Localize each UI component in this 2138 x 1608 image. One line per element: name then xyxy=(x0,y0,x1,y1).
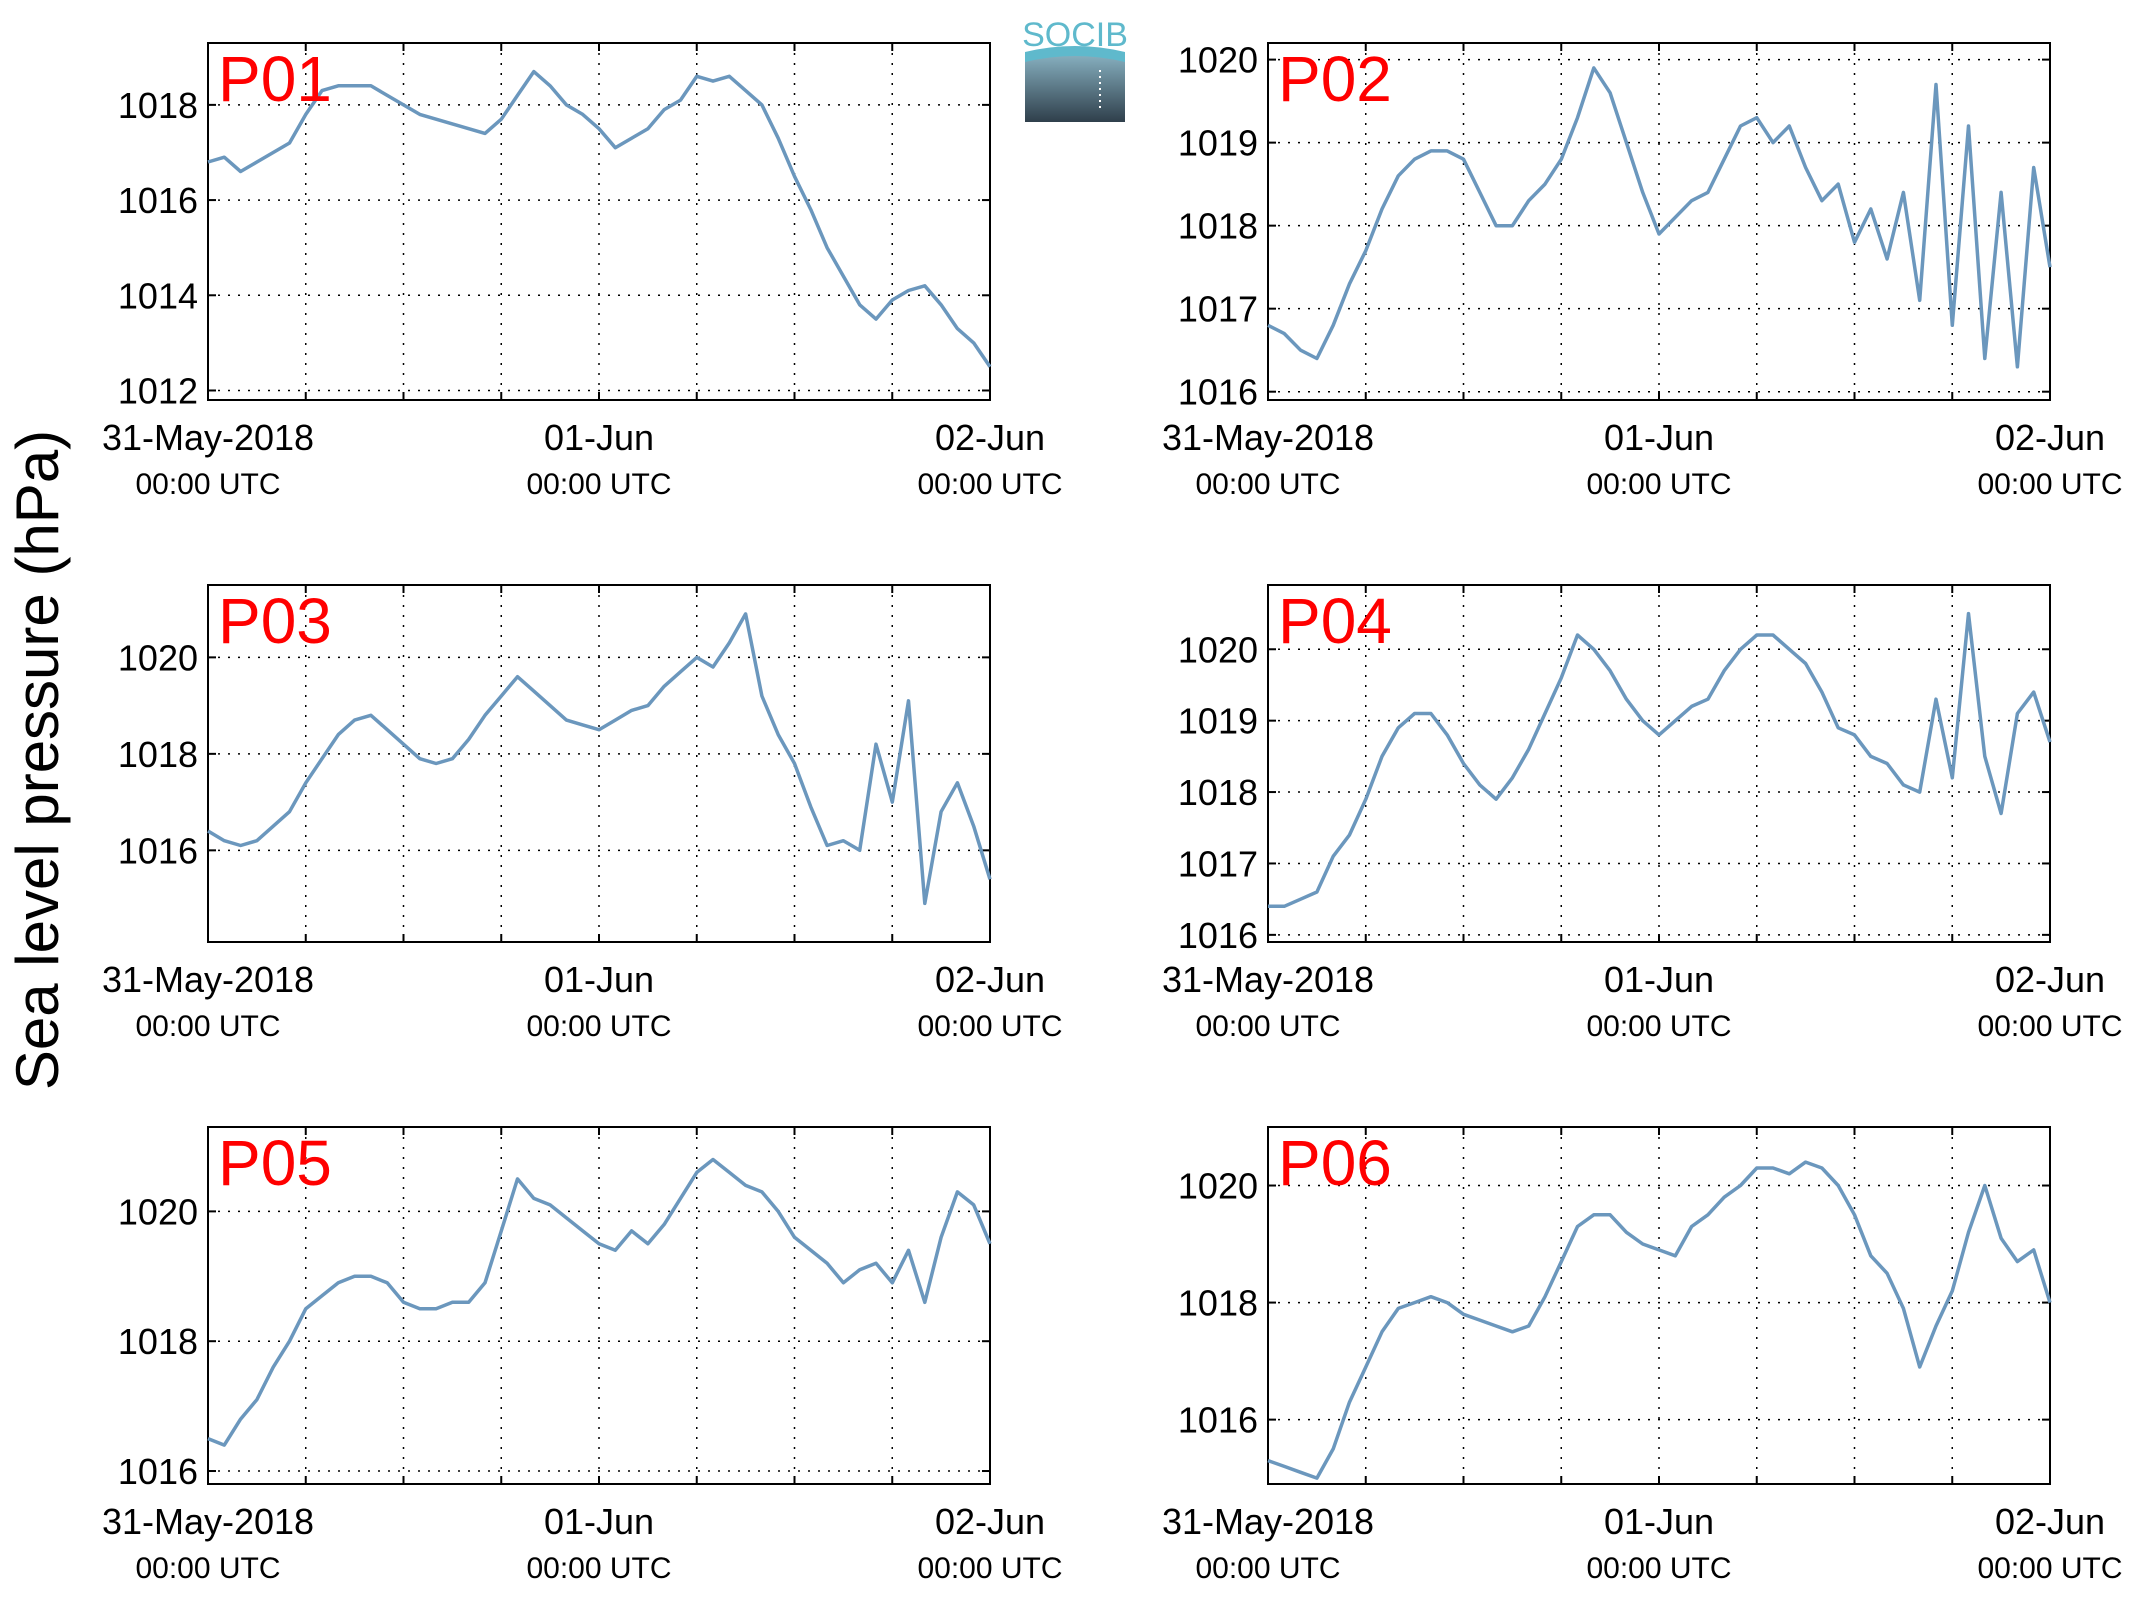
x-tick-sublabel: 00:00 UTC xyxy=(1195,1552,1340,1585)
x-tick-sublabel: 00:00 UTC xyxy=(526,1552,671,1585)
pressure-series-line xyxy=(207,69,992,368)
x-tick-sublabel: 00:00 UTC xyxy=(135,468,280,501)
x-tick-label: 31-May-2018 xyxy=(1162,417,1374,458)
y-tick-label: 1016 xyxy=(118,1451,198,1492)
panel-title: P04 xyxy=(1278,585,1392,657)
y-tick-label: 1018 xyxy=(1178,772,1258,813)
logo-text: SOCIB xyxy=(1022,16,1128,54)
x-tick-sublabel: 00:00 UTC xyxy=(135,1552,280,1585)
panel-p04: 1016 1017 1018 1019 1020 31-May-2018 00:00 UTC… xyxy=(1162,584,2123,1043)
y-tick-label: 1020 xyxy=(118,637,198,678)
panel-title: P05 xyxy=(218,1127,332,1199)
x-tick-sublabel: 00:00 UTC xyxy=(1977,1010,2122,1043)
y-tick-label: 1018 xyxy=(118,734,198,775)
y-tick-label: 1018 xyxy=(1178,1283,1258,1324)
x-tick-label: 01-Jun xyxy=(544,959,654,1000)
y-axis-label: Sea level pressure (hPa) xyxy=(4,430,71,1090)
panel-title: P03 xyxy=(218,585,332,657)
panel-p02: 1016 1017 1018 1019 1020 31-May-2018 00:00 UTC… xyxy=(1162,40,2123,501)
x-tick-label: 02-Jun xyxy=(1995,1501,2105,1542)
y-tick-label: 1020 xyxy=(1178,40,1258,81)
pressure-series-line xyxy=(1268,611,2052,909)
x-tick-label: 02-Jun xyxy=(935,1501,1045,1542)
x-tick-label: 01-Jun xyxy=(1604,417,1714,458)
x-tick-sublabel: 00:00 UTC xyxy=(526,468,671,501)
pressure-series-line xyxy=(1267,66,2052,369)
pressure-series-line xyxy=(207,612,992,906)
x-tick-label: 02-Jun xyxy=(1995,959,2105,1000)
x-tick-label: 31-May-2018 xyxy=(1162,1501,1374,1542)
pressure-series-line xyxy=(207,1157,992,1447)
y-tick-label: 1020 xyxy=(1178,629,1258,670)
x-tick-label: 31-May-2018 xyxy=(1162,959,1374,1000)
panel-title: P01 xyxy=(218,43,332,115)
x-tick-label: 01-Jun xyxy=(1604,1501,1714,1542)
socib-logo: SOCIB xyxy=(1022,16,1128,122)
x-tick-label: 02-Jun xyxy=(1995,417,2105,458)
x-tick-sublabel: 00:00 UTC xyxy=(1586,1552,1731,1585)
x-tick-sublabel: 00:00 UTC xyxy=(1586,1010,1731,1043)
panel-p01: 1012 1014 1016 1018 31-May-2018 00:00 UTC 01-J… xyxy=(102,42,1063,501)
panel-title: P02 xyxy=(1278,43,1392,115)
x-tick-sublabel: 00:00 UTC xyxy=(1977,468,2122,501)
y-tick-label: 1016 xyxy=(118,830,198,871)
y-tick-label: 1019 xyxy=(1178,701,1258,742)
x-tick-sublabel: 00:00 UTC xyxy=(1977,1552,2122,1585)
x-tick-sublabel: 00:00 UTC xyxy=(1586,468,1731,501)
x-tick-label: 01-Jun xyxy=(1604,959,1714,1000)
x-tick-sublabel: 00:00 UTC xyxy=(135,1010,280,1043)
x-tick-sublabel: 00:00 UTC xyxy=(917,468,1062,501)
x-tick-label: 01-Jun xyxy=(544,1501,654,1542)
x-tick-label: 31-May-2018 xyxy=(102,959,314,1000)
panel-title: P06 xyxy=(1278,1127,1392,1199)
y-tick-label: 1020 xyxy=(1178,1166,1258,1207)
x-tick-sublabel: 00:00 UTC xyxy=(526,1010,671,1043)
y-tick-label: 1018 xyxy=(118,1321,198,1362)
y-tick-label: 1017 xyxy=(1178,843,1258,884)
y-tick-label: 1017 xyxy=(1178,289,1258,330)
x-tick-label: 02-Jun xyxy=(935,959,1045,1000)
y-tick-label: 1012 xyxy=(118,370,198,411)
x-tick-label: 31-May-2018 xyxy=(102,417,314,458)
x-tick-sublabel: 00:00 UTC xyxy=(1195,1010,1340,1043)
y-tick-label: 1020 xyxy=(118,1191,198,1232)
panel-p05: 1016 1018 1020 31-May-2018 00:00 UTC 01-Jun 00… xyxy=(102,1126,1063,1585)
x-tick-sublabel: 00:00 UTC xyxy=(1195,468,1340,501)
y-tick-label: 1016 xyxy=(118,180,198,221)
x-tick-sublabel: 00:00 UTC xyxy=(917,1010,1062,1043)
y-tick-label: 1016 xyxy=(1178,1400,1258,1441)
x-tick-label: 31-May-2018 xyxy=(102,1501,314,1542)
y-tick-label: 1016 xyxy=(1178,372,1258,413)
x-tick-sublabel: 00:00 UTC xyxy=(917,1552,1062,1585)
panel-p03: 1016 1018 1020 31-May-2018 00:00 UTC 01-Jun 00… xyxy=(102,584,1063,1043)
pressure-series-line xyxy=(1267,1160,2052,1480)
y-tick-label: 1018 xyxy=(118,85,198,126)
y-tick-label: 1019 xyxy=(1178,123,1258,164)
y-tick-label: 1018 xyxy=(1178,206,1258,247)
y-tick-label: 1014 xyxy=(118,275,198,316)
x-tick-label: 02-Jun xyxy=(935,417,1045,458)
x-tick-label: 01-Jun xyxy=(544,417,654,458)
y-tick-label: 1016 xyxy=(1178,915,1258,956)
panel-p06: 1016 1018 1020 31-May-2018 00:00 UTC 01-Jun 00… xyxy=(1162,1126,2123,1585)
